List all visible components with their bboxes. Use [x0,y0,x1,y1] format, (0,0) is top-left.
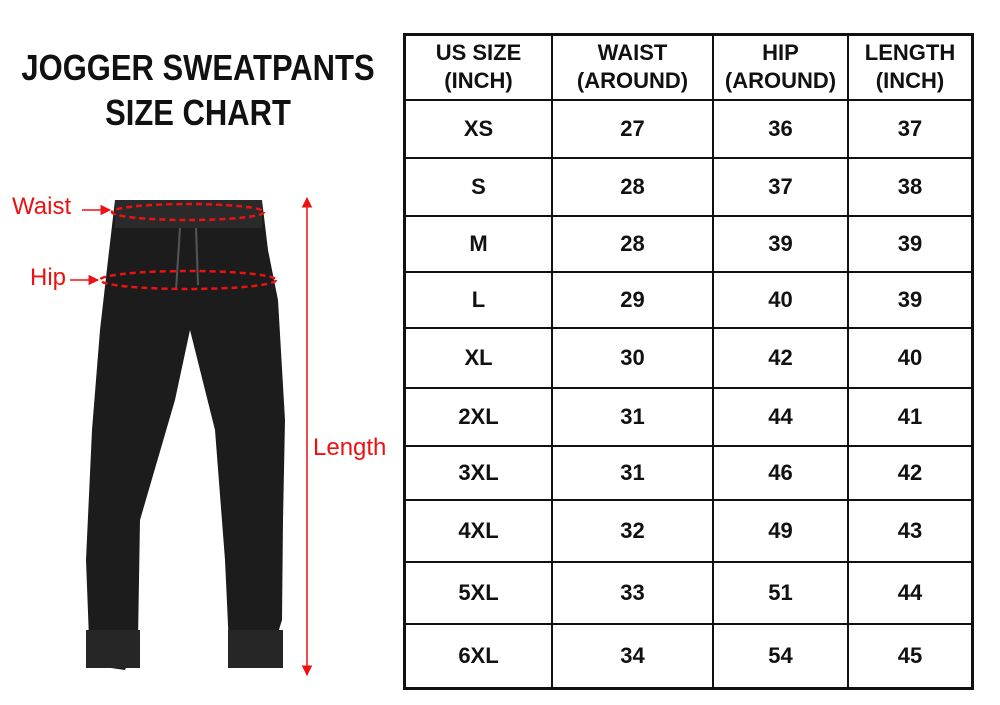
header-line: HIP [762,40,799,66]
cell-waist: 33 [551,560,714,625]
header-line: (INCH) [875,68,945,94]
table-row: 5XL 33 51 44 [403,560,974,625]
chart-title-line1: JOGGER SWEATPANTS [21,47,375,88]
table-row: 2XL 31 44 41 [403,386,974,447]
cell-hip: 36 [712,98,849,159]
cell-hip: 37 [712,156,849,217]
header-line: (INCH) [444,68,513,94]
table-row: L 29 40 39 [403,270,974,329]
table-row: 4XL 32 49 43 [403,498,974,563]
cell-size: 5XL [403,560,553,625]
header-hip: HIP (AROUND) [712,33,849,101]
table-row: XS 27 36 37 [403,98,974,159]
cell-size: XS [403,98,553,159]
cell-size: S [403,156,553,217]
jogger-pants-illustration [70,196,313,677]
cell-hip: 40 [712,270,849,329]
table-row: M 28 39 39 [403,214,974,273]
size-chart-table: US SIZE (INCH) WAIST (AROUND) HIP (AROUND) … [403,33,974,690]
table-row: S 28 37 38 [403,156,974,217]
waist-label: Waist [12,193,72,220]
table-row: 3XL 31 46 42 [403,444,974,501]
cell-hip: 54 [712,622,849,690]
cell-length: 43 [847,498,974,563]
chart-title-line2: SIZE CHART [105,92,291,133]
table-row: XL 30 42 40 [403,326,974,389]
cell-waist: 27 [551,98,714,159]
cell-waist: 31 [551,444,714,501]
cell-length: 39 [847,214,974,273]
cell-waist: 34 [551,622,714,690]
length-label: Length [313,434,387,461]
cell-hip: 42 [712,326,849,389]
hip-measure-marker [70,269,278,291]
hip-label: Hip [30,264,67,291]
cell-length: 39 [847,270,974,329]
table-header-row: US SIZE (INCH) WAIST (AROUND) HIP (AROUND) … [403,33,974,101]
cell-size: 3XL [403,444,553,501]
cell-waist: 28 [551,214,714,273]
header-us-size: US SIZE (INCH) [403,33,553,101]
table-body: XS 27 36 37 S 28 37 38 M 28 39 39 L 29 40 39 XL 30 42 40 2XL… [403,98,974,690]
cell-length: 41 [847,386,974,447]
cell-length: 38 [847,156,974,217]
cell-size: L [403,270,553,329]
cell-waist: 32 [551,498,714,563]
cell-hip: 49 [712,498,849,563]
cell-length: 40 [847,326,974,389]
header-line: (AROUND) [724,68,837,94]
cell-hip: 39 [712,214,849,273]
cell-length: 44 [847,560,974,625]
cell-hip: 51 [712,560,849,625]
header-line: (AROUND) [576,68,689,94]
header-waist: WAIST (AROUND) [551,33,714,101]
header-line: LENGTH [864,40,956,66]
cell-length: 45 [847,622,974,690]
header-length: LENGTH (INCH) [847,33,974,101]
cell-length: 37 [847,98,974,159]
cell-hip: 44 [712,386,849,447]
cell-waist: 31 [551,386,714,447]
cell-waist: 30 [551,326,714,389]
pants-icon [86,200,285,670]
cell-size: 4XL [403,498,553,563]
waist-measure-marker [82,202,266,222]
header-line: US SIZE [435,40,522,66]
cell-size: 6XL [403,622,553,690]
cell-size: XL [403,326,553,389]
cell-size: M [403,214,553,273]
cell-size: 2XL [403,386,553,447]
cell-waist: 29 [551,270,714,329]
cell-waist: 28 [551,156,714,217]
table-row: 6XL 34 54 45 [403,622,974,690]
cell-hip: 46 [712,444,849,501]
cell-length: 42 [847,444,974,501]
header-line: WAIST [597,40,668,66]
